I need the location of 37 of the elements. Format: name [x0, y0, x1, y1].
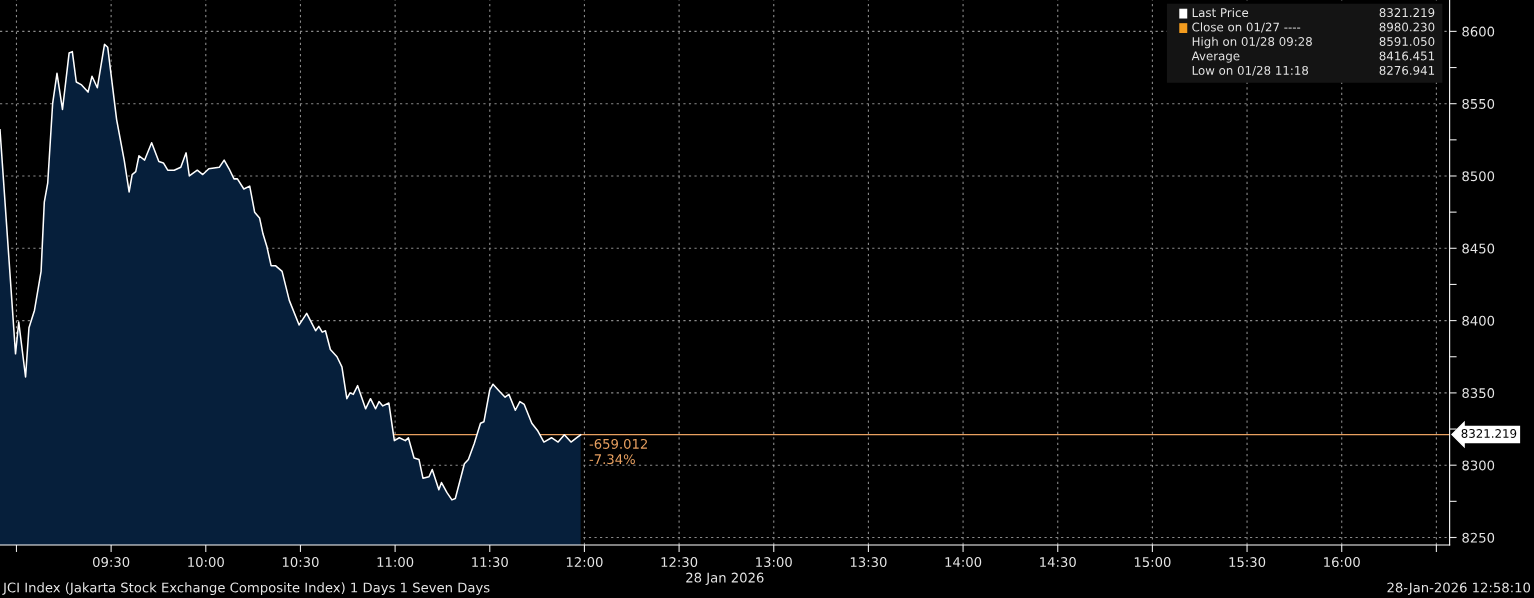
x-axis-title: 28 Jan 2026 [686, 572, 764, 586]
x-tick-label: 13:00 [756, 557, 792, 568]
y-tick-label: 8250 [1462, 532, 1495, 543]
annotation: Close on 01/27 ---- [1192, 22, 1301, 33]
text: JCI Index (Jakarta Stock Exchange Composite Index) 1 Days 1 Seven Days [2, 582, 490, 596]
x-tick-label: 09:30 [92, 557, 130, 568]
annotation: Average [1191, 51, 1240, 63]
y-tick-label: 8500 [1462, 171, 1495, 182]
annotation: High on 01/28 09:28 [1192, 36, 1312, 49]
x-tick-label: 15:30 [1229, 557, 1266, 568]
annotation: 8321.219 [1379, 8, 1435, 18]
x-tick-label: 10:30 [282, 557, 319, 568]
annotation: 8276.941 [1379, 65, 1435, 75]
x-tick-label: 16:00 [1324, 557, 1360, 568]
x-tick-label: 12:00 [566, 557, 603, 568]
y-tick-label: 8350 [1462, 388, 1495, 399]
x-tick-label: 13:30 [850, 557, 887, 568]
y-tick-label: 8300 [1462, 460, 1495, 471]
annotation: Low on 01/28 11:18 [1192, 65, 1309, 76]
x-tick-label: 11:00 [377, 557, 414, 568]
y-tick-label: 8550 [1462, 98, 1495, 109]
y-tick-label: 8600 [1462, 26, 1495, 37]
annotation: -659.012 -7.34% [589, 438, 647, 465]
annotation: 8980.230 [1379, 22, 1435, 32]
text: 28-Jan-2026 12:58:10 [1387, 582, 1531, 595]
y-tick-label: 8400 [1462, 315, 1495, 326]
x-tick-label: 10:00 [188, 557, 224, 568]
x-tick-label: 11:30 [472, 557, 508, 568]
annotation: 8416.451 [1379, 51, 1435, 61]
ref-line-label: 8321.219 [1461, 429, 1517, 438]
annotation: Last Price [1192, 7, 1249, 18]
y-tick-label: 8450 [1462, 243, 1495, 254]
x-tick-label: 12:30 [661, 557, 698, 568]
x-tick-label: 14:30 [1040, 557, 1076, 568]
x-tick-label: 14:00 [945, 557, 982, 568]
annotation: 8591.050 [1379, 37, 1435, 46]
x-tick-label: 15:00 [1134, 557, 1171, 568]
